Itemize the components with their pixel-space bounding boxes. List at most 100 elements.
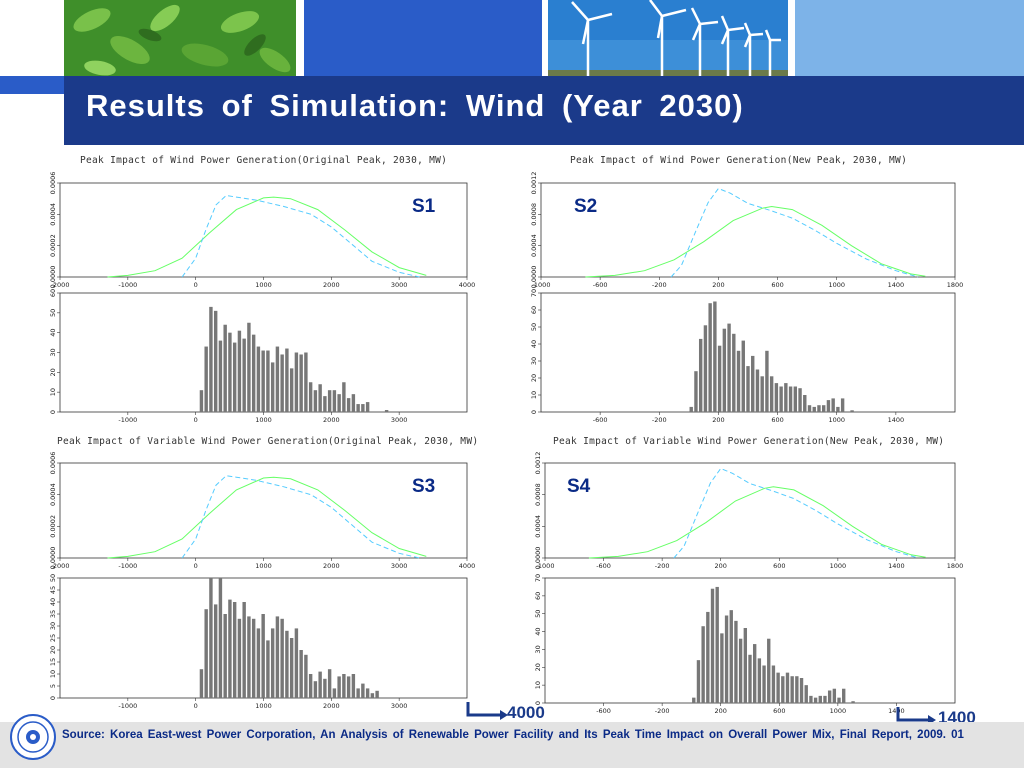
footer-bar xyxy=(0,722,1024,768)
histogram-bar xyxy=(743,628,748,703)
y-tick-label: 5 xyxy=(49,684,57,688)
x-tick-label: 200 xyxy=(715,562,727,570)
histogram-bar xyxy=(812,406,816,412)
histogram-bar xyxy=(738,638,743,703)
histogram-bar xyxy=(840,398,845,412)
y-tick-label: 0.0008 xyxy=(530,203,538,226)
histogram-bar xyxy=(727,323,731,412)
x-tick-label: 600 xyxy=(773,562,785,570)
y-tick-label: 30 xyxy=(49,622,57,630)
y-tick-label: 0.0004 xyxy=(530,234,538,257)
histogram-bar xyxy=(765,350,769,412)
density-plot-s3: 0.0000 0.0002 0.0004 0.0006 -2000 -1000 0 1000 2… xyxy=(49,452,475,570)
y-tick-label: 0 xyxy=(49,410,57,414)
histogram-bar xyxy=(242,338,246,412)
x-tick-label: -1000 xyxy=(118,281,137,289)
y-tick-label: 10 xyxy=(530,391,538,399)
histogram-bar xyxy=(734,620,738,703)
histogram-bar xyxy=(299,650,303,698)
histogram-bar xyxy=(823,695,827,703)
histogram-bar xyxy=(285,630,289,698)
histogram-bar xyxy=(356,688,360,698)
x-tick-label: -600 xyxy=(593,416,608,424)
histogram-bar xyxy=(199,669,204,698)
histogram-bar xyxy=(804,685,808,703)
y-tick-label: 20 xyxy=(534,663,542,671)
y-tick-label: 0.0004 xyxy=(49,203,57,226)
histogram-bar xyxy=(237,330,242,412)
histogram-bar xyxy=(757,658,762,703)
histogram-bar xyxy=(323,678,327,698)
x-tick-label: 1400 xyxy=(888,281,905,289)
histogram-bar xyxy=(720,633,724,703)
histogram-bar xyxy=(821,405,826,412)
fitted-density-line xyxy=(107,476,427,559)
plot-frame xyxy=(59,462,468,559)
histogram-bar xyxy=(204,346,208,412)
histogram-bar xyxy=(351,394,356,412)
y-tick-label: 70 xyxy=(534,574,542,582)
histogram-bar xyxy=(294,352,299,412)
x-tick-label: -2000 xyxy=(51,562,70,570)
histogram-bar xyxy=(285,348,289,412)
y-tick-label: 50 xyxy=(49,574,57,582)
histogram-bar xyxy=(228,332,232,412)
histogram-bar xyxy=(332,688,337,698)
histogram-bar xyxy=(729,610,733,703)
x-tick-label: 1000 xyxy=(828,281,845,289)
y-tick-label: 40 xyxy=(530,340,538,348)
histogram-bar xyxy=(752,644,757,703)
histogram-bar xyxy=(809,695,813,703)
x-tick-label: 0 xyxy=(194,416,198,424)
y-tick-label: 10 xyxy=(534,681,542,689)
x-tick-label: 0 xyxy=(194,562,198,570)
histogram-bar xyxy=(746,366,750,412)
histogram-bar xyxy=(342,674,346,698)
histogram-bar xyxy=(767,638,771,703)
histogram-bar xyxy=(304,352,308,412)
histogram-bar xyxy=(771,665,776,703)
histogram-bar xyxy=(213,604,218,698)
histogram-bar xyxy=(237,618,242,698)
histogram-bar xyxy=(722,328,727,412)
histogram-bar xyxy=(837,697,841,703)
histogram-bar xyxy=(218,578,223,698)
y-tick-label: 0.0000 xyxy=(49,266,57,289)
y-tick-label: 0.0012 xyxy=(534,452,542,475)
histogram-bar xyxy=(799,678,804,703)
histogram-bar xyxy=(351,674,356,698)
histogram-bar xyxy=(247,616,251,698)
histogram-bar xyxy=(204,609,208,698)
histogram-bar xyxy=(701,626,705,703)
histogram-bar xyxy=(694,371,698,412)
callout-4000: 4000 xyxy=(507,703,545,722)
y-tick-label: 20 xyxy=(49,646,57,654)
y-tick-label: 50 xyxy=(530,323,538,331)
y-tick-label: 15 xyxy=(49,658,57,666)
x-tick-label: 2000 xyxy=(323,416,340,424)
histogram-bar xyxy=(308,674,313,698)
histogram-bar xyxy=(256,628,261,698)
histogram-bar xyxy=(323,396,327,412)
y-tick-label: 35 xyxy=(49,610,57,618)
x-tick-label: 4000 xyxy=(459,281,476,289)
y-tick-label: 45 xyxy=(49,586,57,594)
x-tick-label: 1000 xyxy=(255,702,272,710)
y-tick-label: 0.0008 xyxy=(534,483,542,506)
histogram-bar xyxy=(774,383,779,412)
histogram-bar xyxy=(199,390,204,412)
histogram-bar xyxy=(703,325,708,412)
x-tick-label: -1000 xyxy=(532,281,551,289)
y-tick-label: 0.0006 xyxy=(49,452,57,475)
histogram-bar xyxy=(793,386,798,412)
y-tick-label: 0.0012 xyxy=(530,172,538,195)
histogram-bar xyxy=(715,586,719,703)
y-tick-label: 30 xyxy=(530,357,538,365)
histogram-bar xyxy=(261,614,265,698)
histogram-bar xyxy=(760,376,764,412)
header-decoration xyxy=(0,0,1024,145)
histogram-bar xyxy=(209,578,213,698)
x-tick-label: 1000 xyxy=(830,562,847,570)
histogram-bar xyxy=(713,301,717,412)
x-tick-label: 4000 xyxy=(459,562,476,570)
